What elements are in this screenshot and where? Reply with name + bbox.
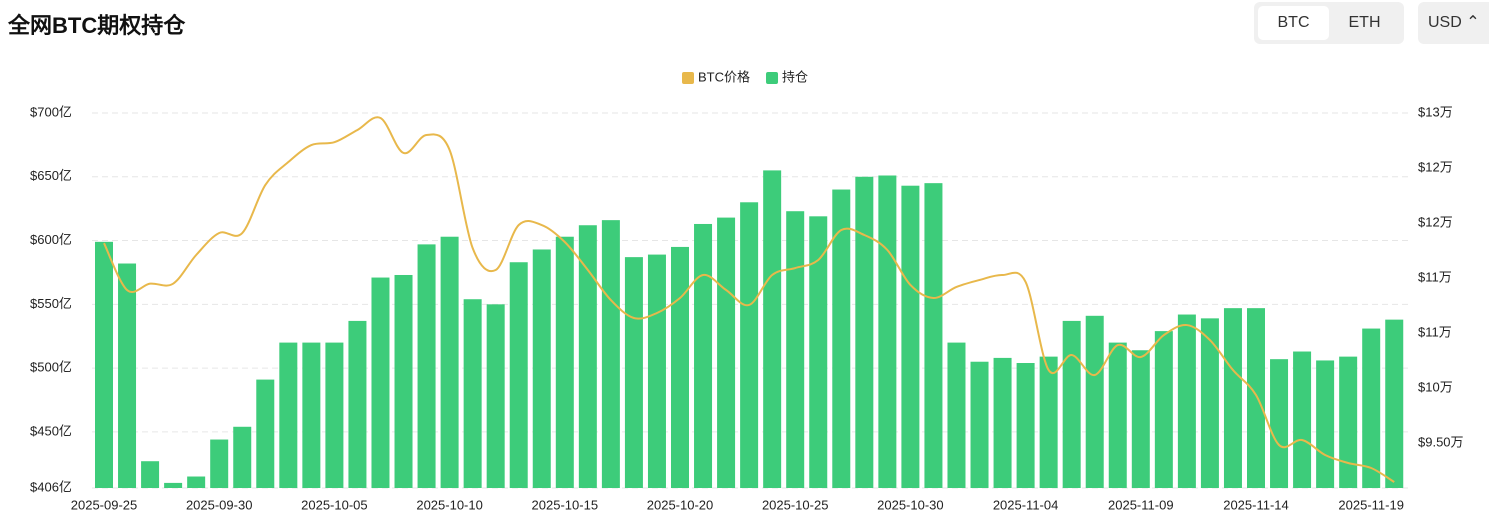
bar <box>1154 331 1173 488</box>
bar <box>647 254 666 488</box>
bar <box>532 249 551 488</box>
bar <box>694 223 713 488</box>
price-line <box>103 116 1395 483</box>
bar <box>786 211 805 488</box>
y-tick-label: $650亿 <box>30 168 72 183</box>
bar <box>1293 351 1312 488</box>
bar <box>1200 318 1219 488</box>
y-tick-label: $450亿 <box>30 423 72 438</box>
y-tick-label: $406亿 <box>30 479 72 494</box>
legend-label: BTC价格 <box>698 69 750 84</box>
y2-tick-label: $10万 <box>1418 379 1453 394</box>
bar <box>1039 356 1058 488</box>
bar <box>1108 342 1127 488</box>
title: 全网BTC期权持仓 <box>8 13 186 38</box>
bar <box>394 274 413 488</box>
bar <box>578 225 597 488</box>
bar <box>164 482 183 488</box>
bar <box>717 217 736 488</box>
tabs: BTC ETH <box>1254 2 1404 44</box>
bar <box>486 304 505 488</box>
bar <box>1339 356 1358 488</box>
bar <box>970 361 989 488</box>
bar <box>256 379 275 488</box>
bar <box>233 426 252 488</box>
bar <box>1177 314 1196 488</box>
bar <box>1316 360 1335 488</box>
x-tick-label: 2025-10-15 <box>532 497 599 512</box>
currency: USD <box>1428 14 1462 31</box>
bar <box>832 189 851 488</box>
bar <box>371 277 390 488</box>
y2-tick-label: $13万 <box>1418 104 1453 119</box>
bar <box>325 342 344 488</box>
y-tick-label: $700亿 <box>30 104 72 119</box>
bar <box>1062 320 1081 488</box>
bar <box>855 176 874 488</box>
bar <box>763 170 782 489</box>
bar <box>624 257 643 488</box>
bar <box>947 342 966 488</box>
x-tick-label: 2025-10-25 <box>762 497 829 512</box>
bar <box>1223 308 1242 488</box>
bar <box>440 236 459 488</box>
bar <box>279 342 298 488</box>
bar <box>993 357 1012 488</box>
y2-tick-label: $11万 <box>1418 324 1452 339</box>
bar <box>187 476 206 488</box>
x-tick-label: 2025-10-20 <box>647 497 714 512</box>
currency-select[interactable]: USD ⌃ <box>1418 2 1489 44</box>
x-tick-label: 2025-09-25 <box>71 497 138 512</box>
bar <box>302 342 321 488</box>
bar <box>1247 308 1265 488</box>
bar <box>1385 319 1404 488</box>
bar <box>95 241 113 488</box>
y2-tick-label: $9.50万 <box>1418 434 1464 449</box>
bar <box>601 220 620 488</box>
bar <box>417 244 436 488</box>
x-tick-label: 2025-11-19 <box>1338 497 1404 512</box>
bar <box>740 202 759 489</box>
legend-swatch <box>682 72 694 84</box>
bar <box>924 183 943 488</box>
y-tick-label: $600亿 <box>30 232 72 247</box>
legend-label: 持仓 <box>782 69 808 84</box>
bar <box>878 175 897 488</box>
x-tick-label: 2025-11-09 <box>1108 497 1174 512</box>
bar <box>901 185 920 488</box>
bar <box>463 299 482 488</box>
x-tick-label: 2025-11-04 <box>993 497 1059 512</box>
y2-tick-label: $12万 <box>1418 214 1453 229</box>
bar <box>1016 363 1035 488</box>
bar <box>1362 328 1381 488</box>
bar <box>348 320 367 488</box>
legend-swatch <box>766 72 779 84</box>
x-tick-label: 2025-09-30 <box>186 497 253 512</box>
bar <box>141 461 160 488</box>
bar <box>210 439 229 488</box>
bar <box>1131 350 1150 488</box>
y-tick-label: $500亿 <box>30 360 72 375</box>
bar <box>809 216 828 488</box>
x-tick-label: 2025-10-10 <box>416 497 483 512</box>
y2-tick-label: $11万 <box>1418 269 1452 284</box>
tab[interactable]: BTC <box>1258 6 1329 40</box>
y-tick-label: $550亿 <box>30 296 72 311</box>
bar <box>1085 315 1104 488</box>
bar <box>1270 359 1289 488</box>
bar <box>509 262 528 488</box>
x-tick-label: 2025-11-14 <box>1223 497 1289 512</box>
bar <box>671 246 689 488</box>
y2-tick-label: $12万 <box>1418 159 1453 174</box>
tab[interactable]: ETH <box>1348 14 1381 31</box>
bar <box>118 263 137 488</box>
x-tick-label: 2025-10-05 <box>301 497 368 512</box>
x-tick-label: 2025-10-30 <box>877 497 944 512</box>
bar <box>555 236 574 488</box>
